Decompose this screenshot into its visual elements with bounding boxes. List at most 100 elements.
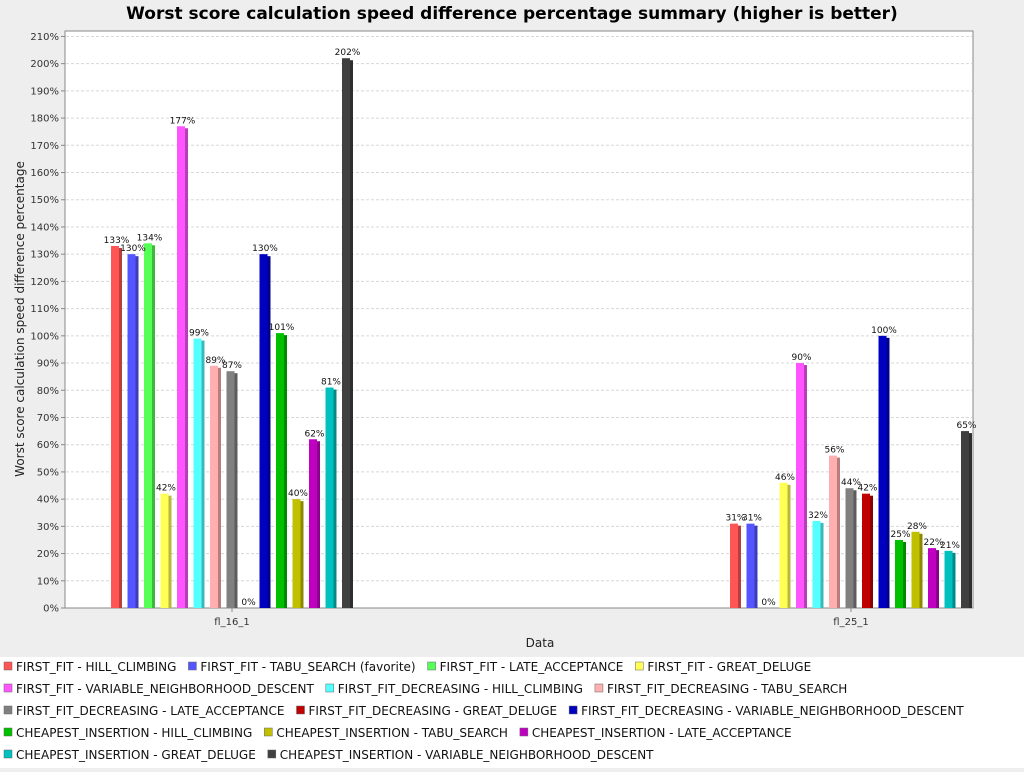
- legend-swatch: [3, 705, 13, 715]
- y-tick-label: 180%: [30, 114, 59, 125]
- value-label: 25%: [890, 530, 910, 540]
- value-label: 62%: [304, 429, 324, 439]
- bar: [845, 488, 857, 608]
- bar: [193, 338, 205, 608]
- bar-face: [730, 523, 738, 608]
- bar: [829, 455, 840, 608]
- legend-box: [0, 657, 1024, 768]
- bar: [961, 431, 972, 608]
- bar-face: [812, 520, 821, 608]
- y-tick-label: 80%: [37, 386, 59, 397]
- bar: [944, 550, 956, 608]
- legend-label: CHEAPEST_INSERTION - VARIABLE_NEIGHBORHO…: [280, 748, 654, 762]
- legend-swatch: [427, 661, 436, 671]
- y-tick-label: 40%: [37, 495, 59, 506]
- value-label: 89%: [205, 356, 225, 366]
- legend-swatch: [635, 661, 644, 671]
- legend-item: FIRST_FIT_DECREASING - GREAT_DELUGE: [296, 704, 558, 718]
- bar-face: [325, 387, 334, 608]
- value-label: 42%: [156, 484, 176, 494]
- y-tick-label: 130%: [30, 250, 59, 261]
- value-label: 99%: [189, 329, 209, 339]
- bar-face: [895, 539, 903, 608]
- legend-swatch: [3, 661, 13, 671]
- y-tick-label: 120%: [30, 277, 59, 288]
- bar-face: [144, 243, 152, 608]
- x-axis-categories: fl_16_1 fl_25_1: [214, 608, 869, 628]
- legend-swatch: [594, 683, 604, 693]
- legend-item: FIRST_FIT - LATE_ACCEPTANCE: [427, 660, 624, 674]
- legend-swatch: [3, 749, 13, 759]
- bar: [259, 254, 271, 608]
- value-label: 31%: [725, 514, 745, 524]
- bar-face: [193, 338, 202, 608]
- bar: [878, 335, 890, 608]
- value-label: 87%: [222, 361, 242, 371]
- bar: [160, 493, 172, 608]
- bar-face: [845, 488, 854, 608]
- bar: [210, 365, 221, 608]
- y-tick-label: 60%: [37, 440, 59, 451]
- legend-label: CHEAPEST_INSERTION - GREAT_DELUGE: [16, 748, 256, 762]
- bar-face: [226, 371, 235, 608]
- legend-label: FIRST_FIT_DECREASING - GREAT_DELUGE: [309, 704, 558, 718]
- bar: [895, 539, 906, 608]
- value-label: 28%: [907, 522, 927, 532]
- value-labels: 133%130%134%42%177%99%89%87%0%130%101%40…: [104, 48, 977, 608]
- bar: [796, 363, 807, 608]
- y-tick-label: 30%: [37, 522, 59, 533]
- legend: FIRST_FIT - HILL_CLIMBING FIRST_FIT - TAB…: [3, 660, 964, 762]
- bar-face: [276, 333, 284, 608]
- value-label: 31%: [742, 514, 762, 524]
- legend-swatch: [519, 727, 529, 737]
- y-tick-label: 200%: [30, 59, 59, 70]
- bar-face: [160, 493, 169, 608]
- y-tick-label: 160%: [30, 168, 59, 179]
- value-label: 101%: [269, 323, 295, 333]
- bars: [111, 58, 972, 609]
- y-tick-label: 170%: [30, 141, 59, 152]
- legend-item: FIRST_FIT_DECREASING - VARIABLE_NEIGHBOR…: [568, 704, 964, 718]
- bar: [911, 531, 923, 608]
- category-label: fl_25_1: [833, 617, 868, 628]
- value-label: 44%: [841, 478, 861, 488]
- legend-label: FIRST_FIT - LATE_ACCEPTANCE: [440, 660, 624, 674]
- y-axis-ticks: 0% 10% 20% 30% 40% 50% 60% 70% 80% 90% 100% 110% 120…: [30, 32, 65, 615]
- y-tick-label: 50%: [37, 467, 59, 478]
- bar: [746, 523, 758, 608]
- bar: [862, 493, 873, 608]
- value-label: 56%: [824, 446, 844, 456]
- bar-face: [342, 58, 350, 608]
- legend-item: FIRST_FIT - VARIABLE_NEIGHBORHOOD_DESCEN…: [3, 682, 314, 696]
- legend-swatch: [325, 683, 335, 693]
- bar: [779, 482, 791, 608]
- legend-label: CHEAPEST_INSERTION - TABU_SEARCH: [276, 726, 508, 740]
- bar: [730, 523, 741, 608]
- bar-face: [878, 335, 887, 608]
- bar-face: [259, 254, 268, 608]
- y-tick-label: 90%: [37, 359, 59, 370]
- value-label: 42%: [857, 484, 877, 494]
- legend-item: CHEAPEST_INSERTION - TABU_SEARCH: [264, 726, 508, 740]
- bar-face: [292, 499, 301, 608]
- legend-swatch: [296, 705, 305, 715]
- legend-item: FIRST_FIT - TABU_SEARCH (favorite): [188, 660, 416, 674]
- y-tick-label: 100%: [30, 331, 59, 342]
- legend-item: CHEAPEST_INSERTION - LATE_ACCEPTANCE: [519, 726, 792, 740]
- legend-label: FIRST_FIT_DECREASING - TABU_SEARCH: [607, 682, 847, 696]
- value-label: 32%: [808, 511, 828, 521]
- bar-face: [796, 363, 804, 608]
- value-label: 133%: [104, 236, 130, 246]
- legend-item: FIRST_FIT_DECREASING - TABU_SEARCH: [594, 682, 847, 696]
- y-tick-label: 110%: [30, 304, 59, 315]
- y-tick-label: 0%: [43, 604, 59, 615]
- legend-item: CHEAPEST_INSERTION - GREAT_DELUGE: [3, 748, 256, 762]
- value-label: 134%: [137, 233, 163, 243]
- y-tick-label: 10%: [37, 576, 59, 587]
- legend-item: FIRST_FIT_DECREASING - HILL_CLIMBING: [325, 682, 583, 696]
- bar-face: [177, 126, 185, 609]
- value-label: 202%: [335, 48, 361, 58]
- bar-face: [961, 431, 969, 608]
